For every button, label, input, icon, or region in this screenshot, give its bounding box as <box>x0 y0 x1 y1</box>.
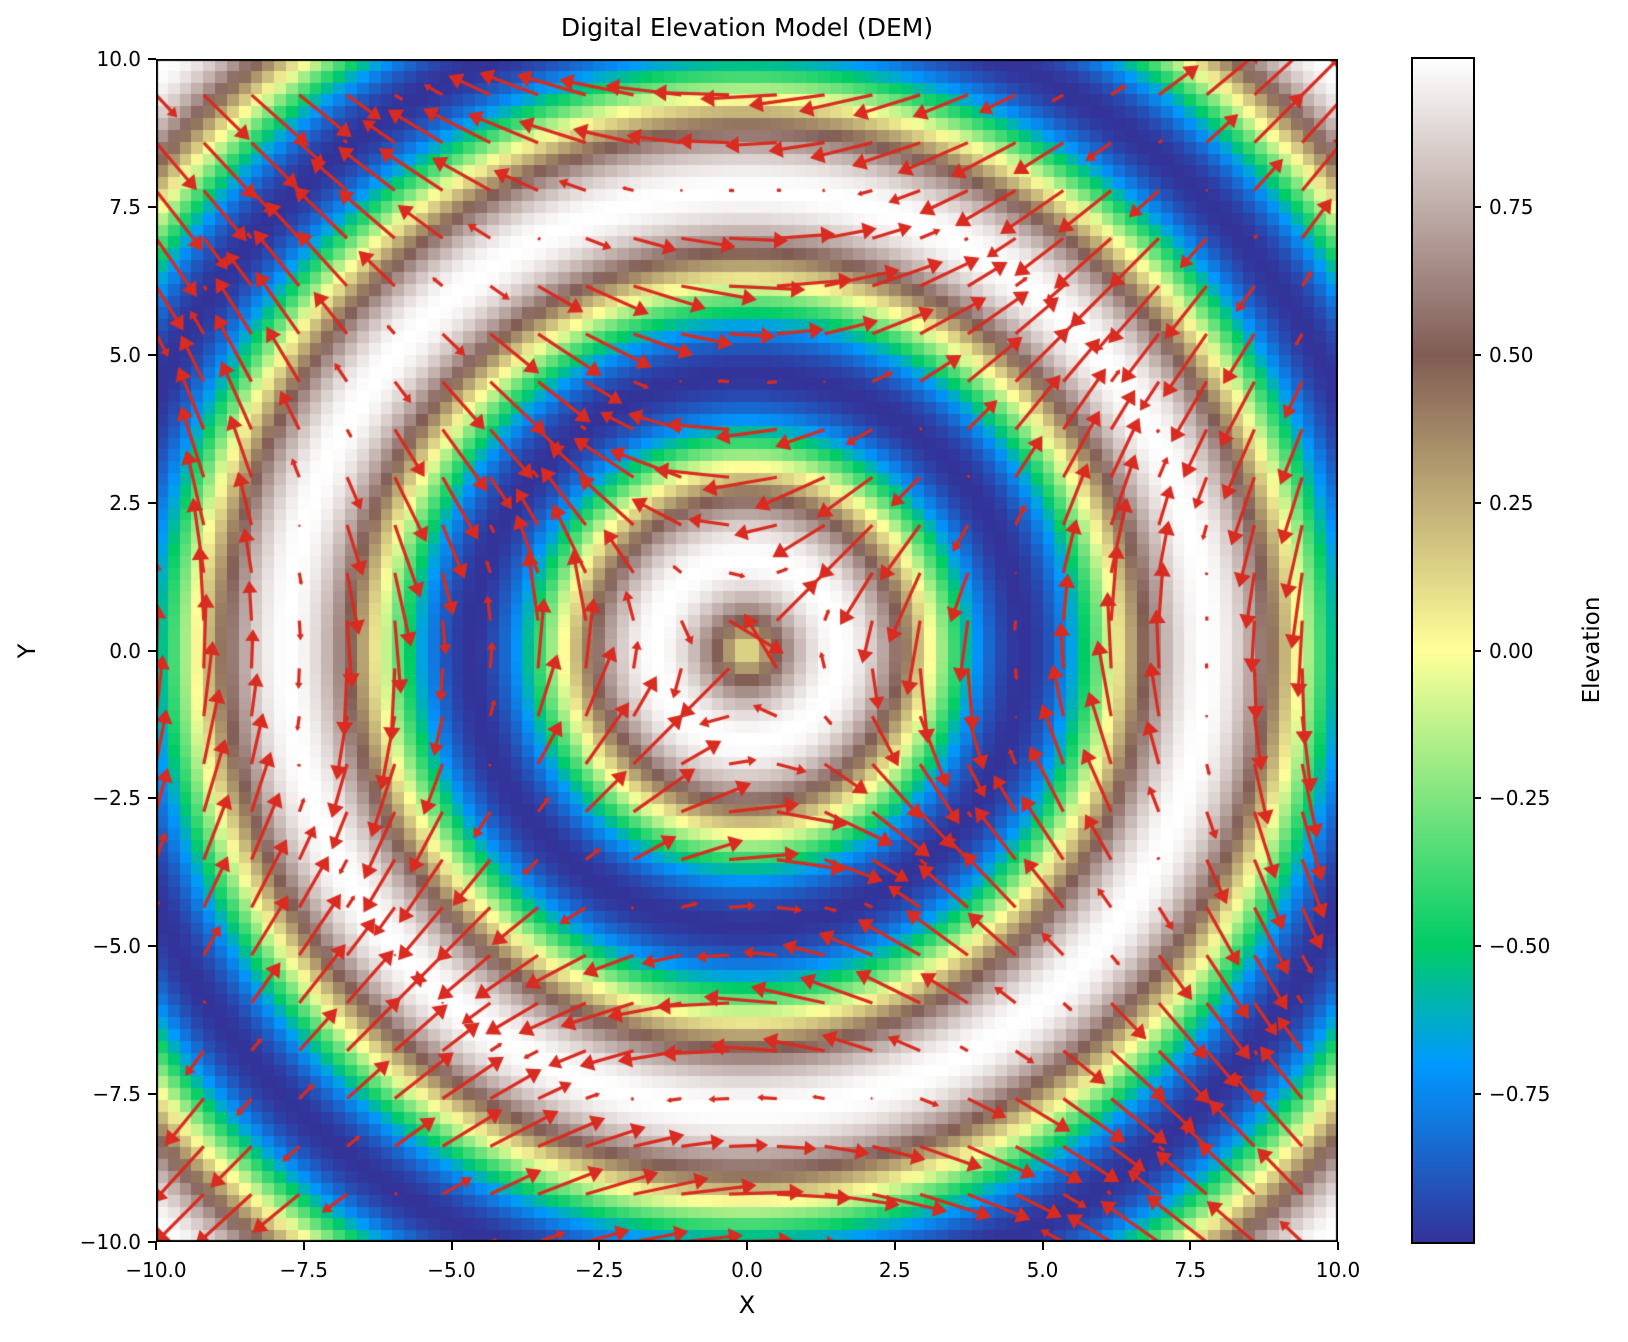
colorbar-tick-mark <box>1473 1093 1481 1096</box>
x-tick-label: −10.0 <box>125 1258 187 1282</box>
x-tick-label: −2.5 <box>574 1258 624 1282</box>
x-tick-mark <box>450 1242 453 1250</box>
x-tick-label: 10.0 <box>1315 1258 1361 1282</box>
x-tick-mark <box>1041 1242 1044 1250</box>
x-tick-mark <box>746 1242 748 1250</box>
x-tick-label: 5.0 <box>1026 1258 1059 1282</box>
y-tick-mark <box>148 353 156 356</box>
colorbar-tick-label: 0.00 <box>1489 638 1534 663</box>
x-axis-label: X <box>738 1291 756 1319</box>
y-tick-mark <box>148 501 156 504</box>
y-tick-label: −2.5 <box>92 786 141 811</box>
colorbar-tick-label: −0.75 <box>1489 1082 1551 1107</box>
y-tick-mark <box>148 1093 156 1096</box>
x-tick-mark <box>1337 1242 1339 1250</box>
colorbar-tick-mark <box>1473 649 1481 652</box>
x-tick-label: 2.5 <box>878 1258 911 1282</box>
y-tick-label: −10.0 <box>79 1230 141 1254</box>
colorbar-tick-label: 0.50 <box>1489 342 1534 367</box>
colorbar-tick-mark <box>1473 501 1481 504</box>
y-tick-label: 5.0 <box>109 342 141 367</box>
y-tick-label: −5.0 <box>92 934 141 959</box>
y-tick-label: 0.0 <box>109 638 141 663</box>
colorbar-tick-mark <box>1473 945 1481 948</box>
y-axis-label: Y <box>13 643 41 659</box>
colorbar-tick-mark <box>1473 797 1481 800</box>
chart-title: Digital Elevation Model (DEM) <box>560 13 934 42</box>
colorbar-tick-mark <box>1473 353 1481 356</box>
x-tick-mark <box>598 1242 601 1250</box>
y-tick-label: −7.5 <box>92 1082 141 1107</box>
x-tick-mark <box>302 1242 305 1250</box>
x-tick-mark <box>155 1242 157 1250</box>
y-tick-mark <box>148 58 156 60</box>
x-tick-mark <box>893 1242 896 1250</box>
x-tick-label: 7.5 <box>1174 1258 1207 1282</box>
y-tick-label: 7.5 <box>109 194 141 219</box>
x-tick-label: −7.5 <box>279 1258 329 1282</box>
y-tick-mark <box>148 1241 156 1243</box>
x-tick-label: −5.0 <box>427 1258 476 1282</box>
y-tick-label: 2.5 <box>109 490 141 515</box>
colorbar-tick-label: 0.25 <box>1489 490 1534 515</box>
y-tick-label: 10.0 <box>96 47 141 71</box>
dem-heatmap-quiver-plot <box>156 59 1338 1242</box>
y-tick-mark <box>148 797 156 800</box>
colorbar-tick-label: −0.50 <box>1489 934 1551 959</box>
colorbar-label: Elevation <box>1579 596 1605 704</box>
y-tick-mark <box>148 649 156 652</box>
y-tick-mark <box>148 205 156 208</box>
colorbar-tick-label: 0.75 <box>1489 194 1534 219</box>
y-tick-mark <box>148 945 156 948</box>
x-tick-label: 0.0 <box>731 1258 763 1282</box>
colorbar-tick-label: −0.25 <box>1489 786 1551 811</box>
x-tick-mark <box>1189 1242 1192 1250</box>
colorbar-gradient <box>1411 57 1475 1244</box>
colorbar-tick-mark <box>1473 205 1481 208</box>
